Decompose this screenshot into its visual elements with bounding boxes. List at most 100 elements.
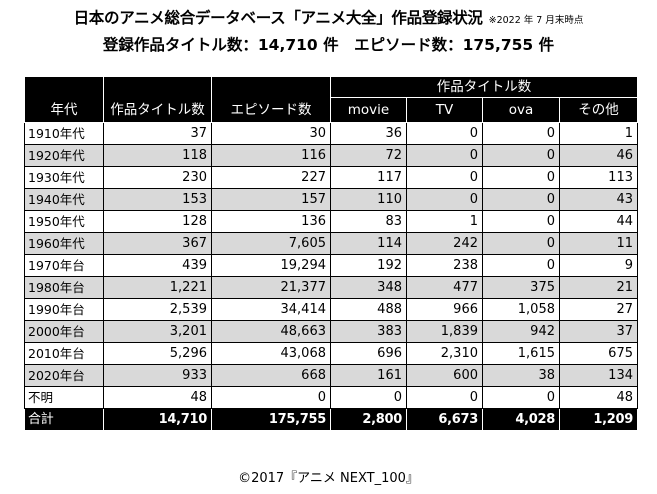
table-cell: 668 [211,364,331,387]
table-cell: 0 [482,144,560,167]
date-note: ※2022 年 7 月末時点 [488,15,584,26]
column-header-movie: movie [330,97,407,123]
table-cell: 9 [559,254,638,277]
table-row: 2000年台 3,201 48,663 383 1,839 942 37 [24,320,638,343]
table-row: 1960年代 367 7,605 114 242 0 11 [24,232,638,255]
table-cell: 0 [482,254,560,277]
table-cell: 439 [103,254,212,277]
row-label: 1990年台 [24,298,104,321]
table-row: 不明 48 0 0 0 0 48 [24,386,638,409]
table-row: 1910年代 37 30 36 0 0 1 [24,122,638,145]
row-label: 不明 [24,386,104,409]
table-cell: 383 [330,320,407,343]
row-label: 2010年台 [24,342,104,365]
total-cell: 14,710 [103,408,212,431]
table-cell: 488 [330,298,407,321]
table-cell: 0 [211,386,331,409]
title-line: 日本のアニメ総合データベース「アニメ大全」作品登録状況 ※2022 年 7 月末時… [0,6,657,28]
table-cell: 21,377 [211,276,331,299]
total-row: 合計 14,710 175,755 2,800 6,673 4,028 1,20… [24,408,638,431]
table-cell: 110 [330,188,407,211]
column-header-other: その他 [559,97,638,123]
table-cell: 72 [330,144,407,167]
table-row: 1930年代 230 227 117 0 0 113 [24,166,638,189]
table-cell: 116 [211,144,331,167]
table-cell: 0 [406,144,483,167]
table-cell: 118 [103,144,212,167]
table-cell: 1,221 [103,276,212,299]
table-cell: 43 [559,188,638,211]
table-cell: 128 [103,210,212,233]
table-cell: 36 [330,122,407,145]
table-cell: 348 [330,276,407,299]
table-cell: 0 [482,232,560,255]
table-cell: 38 [482,364,560,387]
copyright-notice: ©2017『アニメ NEXT_100』 [238,471,419,486]
table-body: 1910年代 37 30 36 0 0 1 1920年代 118 116 72 0 0 46 1930年代 2… [24,122,638,409]
table-cell: 37 [559,320,638,343]
page-subtitle: 登録作品タイトル数：14,710 件 エピソード数：175,755 件 [102,36,555,54]
table-cell: 1 [559,122,638,145]
column-group-header: 作品タイトル数 [330,76,638,98]
table-cell: 966 [406,298,483,321]
table-cell: 1,615 [482,342,560,365]
registration-table: 年代 作品タイトル数 エピソード数 作品タイトル数 movie TV ova そ… [24,76,638,431]
table-row: 1950年代 128 136 83 1 0 44 [24,210,638,233]
total-cell: 4,028 [482,408,560,431]
table-cell: 5,296 [103,342,212,365]
row-label: 1930年代 [24,166,104,189]
total-label: 合計 [24,408,104,431]
table-cell: 157 [211,188,331,211]
total-cell: 1,209 [559,408,638,431]
table-cell: 696 [330,342,407,365]
table-cell: 0 [482,122,560,145]
row-label: 1950年代 [24,210,104,233]
column-header-ova: ova [482,97,560,123]
table-row: 1980年台 1,221 21,377 348 477 375 21 [24,276,638,299]
table-cell: 2,539 [103,298,212,321]
table-cell: 0 [330,386,407,409]
column-header-episodes: エピソード数 [211,76,331,123]
table-cell: 1,058 [482,298,560,321]
table-row: 1920年代 118 116 72 0 0 46 [24,144,638,167]
table-cell: 46 [559,144,638,167]
table-cell: 942 [482,320,560,343]
row-label: 1970年台 [24,254,104,277]
row-label: 1910年代 [24,122,104,145]
row-label: 1960年代 [24,232,104,255]
table-cell: 48,663 [211,320,331,343]
column-header-tv: TV [406,97,483,123]
table-cell: 192 [330,254,407,277]
table-cell: 230 [103,166,212,189]
table-cell: 0 [482,386,560,409]
table-cell: 134 [559,364,638,387]
table-cell: 238 [406,254,483,277]
row-label: 1980年台 [24,276,104,299]
table-cell: 2,310 [406,342,483,365]
table-cell: 48 [559,386,638,409]
table-cell: 1,839 [406,320,483,343]
table-cell: 367 [103,232,212,255]
table-cell: 0 [406,188,483,211]
table-cell: 600 [406,364,483,387]
table-cell: 0 [482,166,560,189]
table-cell: 3,201 [103,320,212,343]
table-cell: 30 [211,122,331,145]
table-cell: 34,414 [211,298,331,321]
table-cell: 11 [559,232,638,255]
table-cell: 675 [559,342,638,365]
table-cell: 0 [406,122,483,145]
table-cell: 7,605 [211,232,331,255]
table-cell: 477 [406,276,483,299]
table-cell: 0 [482,210,560,233]
table-row: 2020年台 933 668 161 600 38 134 [24,364,638,387]
table-cell: 0 [482,188,560,211]
table-cell: 227 [211,166,331,189]
table-row: 1970年台 439 19,294 192 238 0 9 [24,254,638,277]
page-title: 日本のアニメ総合データベース「アニメ大全」作品登録状況 [73,9,483,27]
total-cell: 175,755 [211,408,331,431]
table-cell: 933 [103,364,212,387]
row-label: 2020年台 [24,364,104,387]
table-cell: 1 [406,210,483,233]
table-row: 1990年台 2,539 34,414 488 966 1,058 27 [24,298,638,321]
